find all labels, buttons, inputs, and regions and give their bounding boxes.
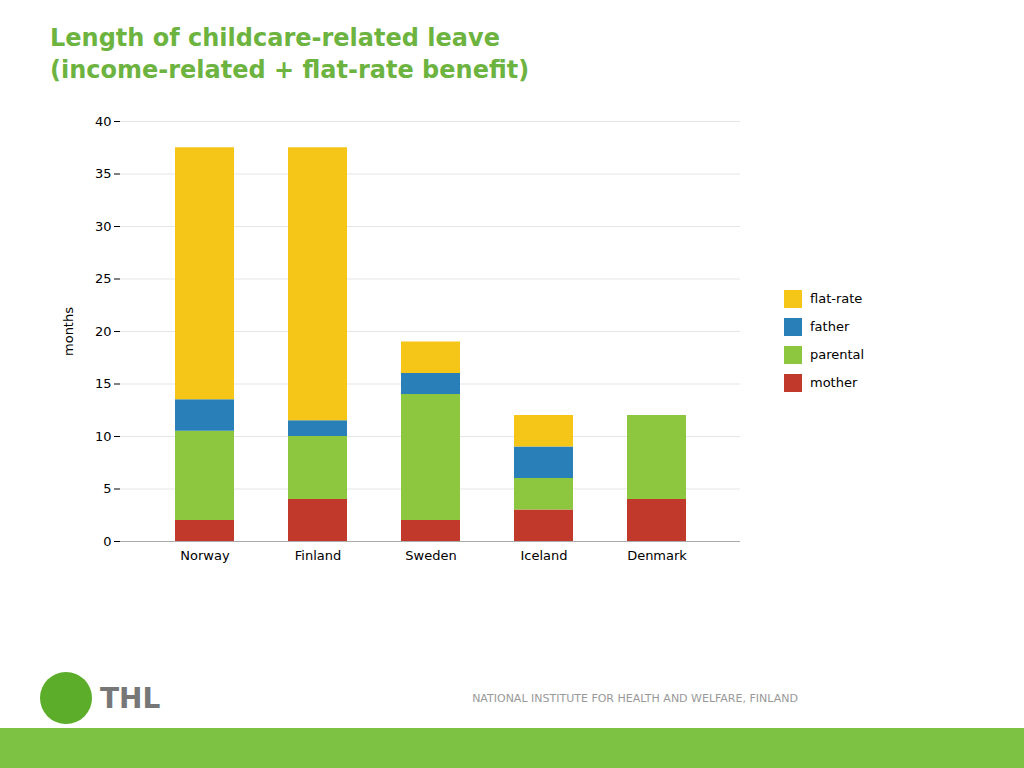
html-text:mother: mother (810, 375, 858, 391)
svg-text:35: 35 (95, 166, 112, 181)
html-text:NATIONAL INSTITUTE FOR HEALTH: NATIONAL INSTITUTE FOR HEALTH AND WELFAR… (472, 691, 798, 705)
svg-text:Finland: Finland (295, 548, 341, 563)
svg-text:30: 30 (95, 218, 112, 233)
svg-text:10: 10 (95, 428, 112, 443)
html-text:(income-related + flat-rate be: (income-related + flat-rate benefit) (50, 56, 530, 85)
svg-text:40: 40 (95, 113, 112, 128)
html-text:THL: THL (100, 681, 161, 715)
svg-text:Iceland: Iceland (520, 548, 567, 563)
svg-text:Denmark: Denmark (627, 548, 687, 563)
svg-text:Norway: Norway (180, 548, 230, 563)
svg-text:0: 0 (103, 533, 111, 548)
svg-text:Sweden: Sweden (405, 548, 456, 563)
svg-text:20: 20 (95, 323, 112, 338)
svg-text:15: 15 (95, 376, 112, 391)
svg-text:25: 25 (95, 271, 112, 286)
svg-text:5: 5 (103, 481, 111, 496)
svg-text:months: months (61, 307, 76, 356)
html-text:flat-rate: flat-rate (810, 291, 863, 307)
html-text:Length of childcare-related le: Length of childcare-related leave (50, 24, 500, 52)
html-text:parental: parental (810, 347, 865, 363)
html-text:father: father (810, 319, 850, 335)
